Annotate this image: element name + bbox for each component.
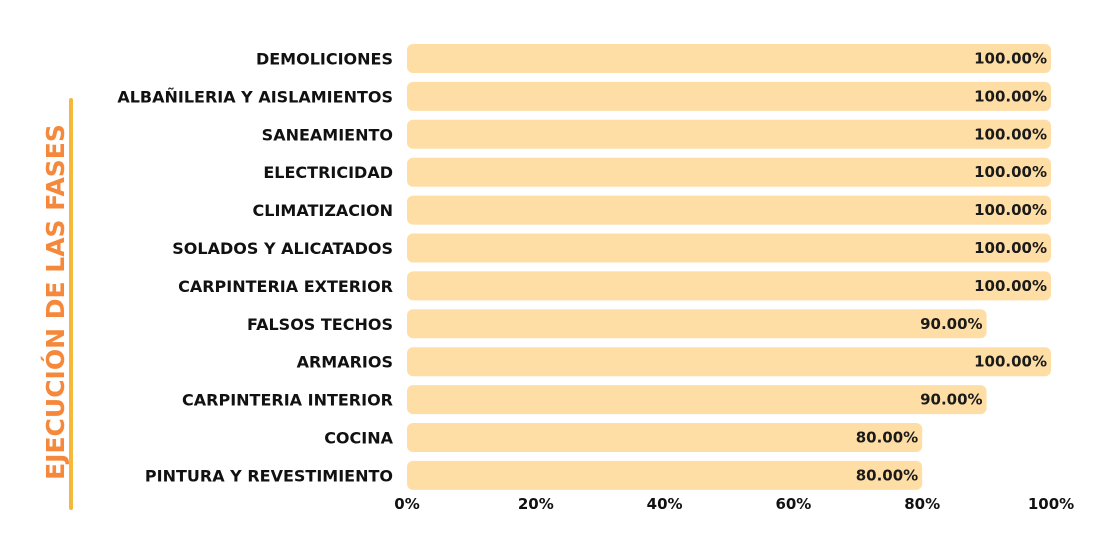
bar bbox=[407, 309, 987, 339]
x-tick-label: 60% bbox=[775, 495, 811, 513]
x-tick-label: 100% bbox=[1028, 495, 1074, 513]
chart-side-title-group: EJECUCIÓN DE LAS FASES bbox=[40, 98, 73, 510]
value-label: 100.00% bbox=[974, 50, 1047, 68]
category-label: ALBAÑILERIA Y AISLAMIENTOS bbox=[117, 87, 393, 106]
value-label: 100.00% bbox=[974, 277, 1047, 295]
title-accent-line bbox=[69, 98, 73, 510]
category-label: SOLADOS Y ALICATADOS bbox=[172, 239, 393, 258]
category-labels-group: DEMOLICIONES ALBAÑILERIA Y AISLAMIENTOS SA… bbox=[117, 50, 393, 486]
bar bbox=[407, 271, 1051, 301]
bar bbox=[407, 195, 1051, 225]
bar bbox=[407, 233, 1051, 263]
value-labels-group: 100.00% 100.00% 100.00% 100.00% 100.00% 100.0… bbox=[856, 50, 1047, 485]
value-label: 100.00% bbox=[974, 163, 1047, 181]
value-label: 80.00% bbox=[856, 466, 918, 484]
category-label: PINTURA Y REVESTIMIENTO bbox=[145, 466, 393, 485]
category-label: CLIMATIZACION bbox=[253, 201, 394, 220]
category-label: SANEAMIENTO bbox=[262, 125, 393, 144]
category-label: CARPINTERIA EXTERIOR bbox=[178, 277, 393, 296]
bar bbox=[407, 423, 923, 452]
x-tick-label: 80% bbox=[904, 495, 940, 513]
value-label: 80.00% bbox=[856, 429, 918, 447]
x-tick-label: 0% bbox=[394, 495, 419, 513]
value-label: 100.00% bbox=[974, 239, 1047, 257]
x-axis-ticks-group: 0% 20% 40% 60% 80% 100% bbox=[394, 495, 1074, 513]
bar bbox=[407, 81, 1051, 111]
value-label: 100.00% bbox=[974, 125, 1047, 143]
category-label: ARMARIOS bbox=[297, 353, 393, 372]
category-label: COCINA bbox=[324, 429, 393, 448]
value-label: 90.00% bbox=[920, 315, 982, 333]
bar bbox=[407, 385, 987, 415]
bar bbox=[407, 460, 923, 490]
category-label: ELECTRICIDAD bbox=[263, 163, 393, 182]
bars-group bbox=[407, 44, 1051, 490]
bar bbox=[407, 44, 1051, 73]
bar bbox=[407, 157, 1051, 187]
x-tick-label: 40% bbox=[647, 495, 683, 513]
x-tick-label: 20% bbox=[518, 495, 554, 513]
category-label: DEMOLICIONES bbox=[256, 50, 393, 69]
bar bbox=[407, 347, 1051, 377]
value-label: 90.00% bbox=[920, 391, 982, 409]
value-label: 100.00% bbox=[974, 87, 1047, 105]
value-label: 100.00% bbox=[974, 353, 1047, 371]
category-label: FALSOS TECHOS bbox=[247, 315, 393, 334]
value-label: 100.00% bbox=[974, 201, 1047, 219]
category-label: CARPINTERIA INTERIOR bbox=[182, 391, 393, 410]
bar bbox=[407, 119, 1051, 149]
chart-side-title: EJECUCIÓN DE LAS FASES bbox=[40, 124, 70, 480]
